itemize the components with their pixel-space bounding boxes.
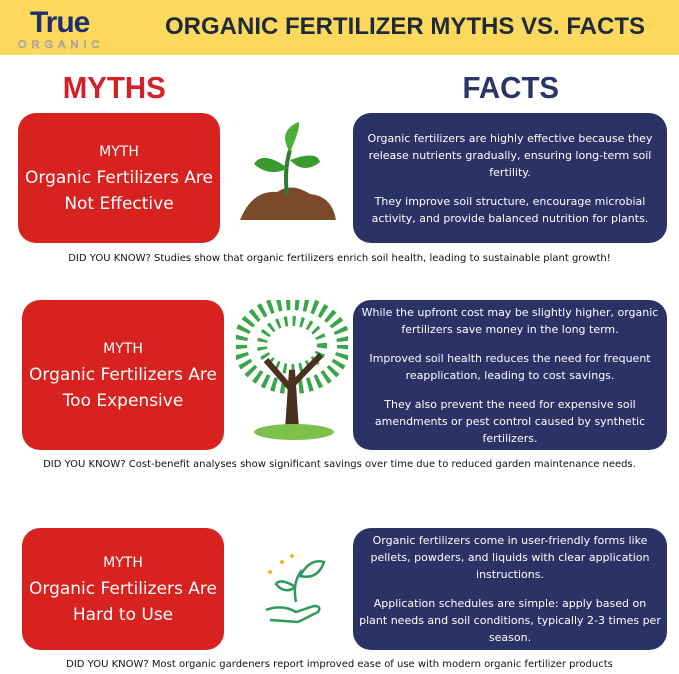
fact-text: They also prevent the need for expensive… <box>374 397 646 445</box>
hand-with-plant-icon <box>265 554 326 624</box>
logo-subtext: ORGANIC <box>18 39 105 52</box>
myth-card-2: MYTH Organic Fertilizers Are Too Expensi… <box>22 300 224 450</box>
myths-heading: MYTHS <box>62 70 166 105</box>
myth-card-1: MYTH Organic Fertilizers Are Not Effecti… <box>18 113 220 243</box>
myth-text: Organic Fertilizers Are <box>29 579 217 599</box>
fact-text: Organic fertilizers are highly effective… <box>367 131 653 179</box>
header-banner: True ORGANIC ORGANIC FERTILIZER MYTHS VS… <box>0 0 679 55</box>
fact-text: They improve soil structure, encourage m… <box>371 194 649 225</box>
seedling-in-soil-icon <box>240 122 336 220</box>
myth-text: Not Effective <box>64 194 174 214</box>
did-you-know-1: DID YOU KNOW? Studies show that organic … <box>68 253 611 264</box>
myth-label: MYTH <box>103 555 143 571</box>
page-title: ORGANIC FERTILIZER MYTHS VS. FACTS <box>165 13 646 40</box>
myth-text: Too Expensive <box>62 391 184 411</box>
fact-text: While the upfront cost may be slightly h… <box>361 305 659 336</box>
money-tree-icon <box>236 300 348 440</box>
facts-heading: FACTS <box>462 70 560 105</box>
fact-card-3: Organic fertilizers come in user-friendl… <box>353 528 667 650</box>
logo-text: True <box>30 6 90 39</box>
true-organic-logo: True ORGANIC <box>18 6 138 52</box>
myth-card-3: MYTH Organic Fertilizers Are Hard to Use <box>22 528 224 650</box>
fact-card-1: Organic fertilizers are highly effective… <box>353 113 667 243</box>
myth-text: Hard to Use <box>72 605 174 625</box>
did-you-know-3: DID YOU KNOW? Most organic gardeners rep… <box>66 659 613 670</box>
fact-text: Improved soil health reduces the need fo… <box>369 351 651 382</box>
myth-text: Organic Fertilizers Are <box>29 365 217 385</box>
myth-label: MYTH <box>103 341 143 357</box>
fact-card-2: While the upfront cost may be slightly h… <box>353 300 667 450</box>
fact-text: Application schedules are simple: apply … <box>359 597 661 644</box>
fact-text: Organic fertilizers come in user-friendl… <box>370 534 650 581</box>
did-you-know-2: DID YOU KNOW? Cost-benefit analyses show… <box>43 459 636 470</box>
myth-label: MYTH <box>99 144 139 160</box>
myth-text: Organic Fertilizers Are <box>25 168 213 188</box>
